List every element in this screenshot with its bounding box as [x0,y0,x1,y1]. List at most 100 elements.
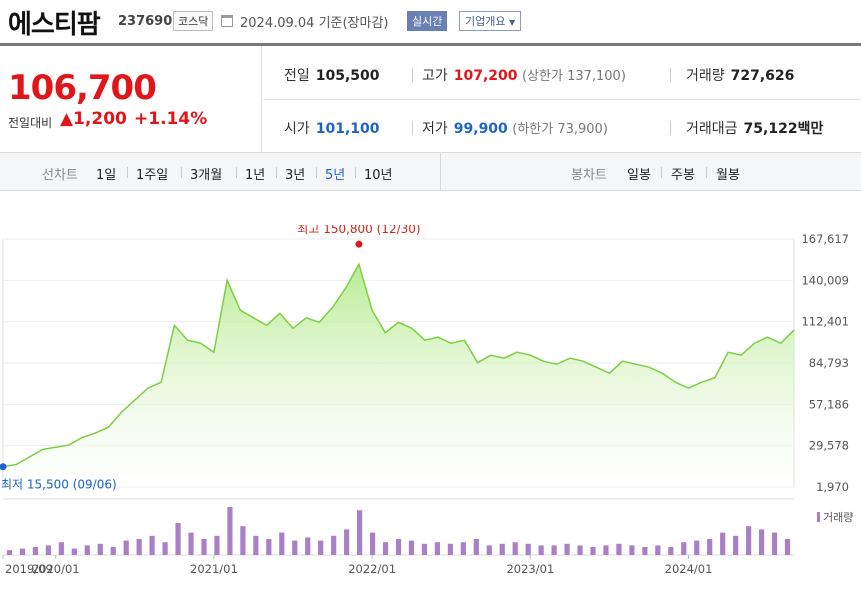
change-value: ▲1,200 [60,109,127,129]
candle-chart-label: 봉차트 [571,168,607,183]
prev-close-label: 전일 [284,68,310,84]
volume-bar [460,542,466,555]
volume-bar [331,535,337,555]
open-value: 101,100 [315,121,380,137]
volume-bar [227,507,233,555]
volume-bar [746,526,752,555]
volume-bar [162,542,168,555]
tab-weekly[interactable]: 주봉 [671,168,695,183]
volume-bar [784,539,791,555]
tab-daily[interactable]: 일봉 [627,168,651,183]
volume-bar [655,545,661,555]
prev-close-value: 105,500 [315,68,380,84]
annotations: 최고 150,800 (12/30) 최저 15,500 (09/06) [0,225,421,492]
y-axis: 167,617 140,009 112,401 84,793 57,186 29,578 1… [801,232,849,494]
volume-bar [771,532,778,555]
separator [670,121,671,135]
volume-bar [305,537,311,555]
volume-bar [45,545,51,555]
chart-period-tabs: 선차트 1일 1주일 3개월 1년 3년 5년 10년 봉차트 일봉 주봉 월봉 [0,153,861,191]
volume-bar [6,550,13,555]
volume-bar [512,542,518,555]
day-low: 저가 99,900 (하한가 73,900) [422,118,608,138]
upper-limit: (상한가 137,100) [521,69,626,84]
volume-bar [188,532,194,555]
y-tick-label: 1,970 [816,480,849,494]
volume-bar [279,532,285,555]
tabs-divider [440,153,441,191]
y-tick-label: 112,401 [801,315,849,329]
volume-bar [486,545,492,555]
tab-1year[interactable]: 1년 [245,168,266,183]
volume-bar [668,547,674,555]
separator [236,167,237,178]
company-info-label: 기업개요 [465,15,506,28]
separator [412,121,413,135]
high-label: 고가 [422,68,448,84]
tab-1day[interactable]: 1일 [96,168,117,183]
volume-bar [603,545,609,555]
calendar-icon [221,15,233,27]
tab-1week[interactable]: 1주일 [136,168,169,183]
volume-bar [369,532,376,555]
base-date: 2024.09.04 기준(장마감) [240,16,389,31]
current-price-panel: 106,700 전일대비 ▲1,200 +1.14% [0,46,262,153]
volume-bar [758,529,765,555]
trade-amount: 거래대금 75,122백만 [686,118,823,138]
tab-3year[interactable]: 3년 [285,168,306,183]
amount-value: 75,122 [743,121,798,137]
min-marker [0,463,7,471]
price-line [2,262,795,468]
volume-bar [71,548,77,555]
low-label: 저가 [422,121,448,137]
tab-3month[interactable]: 3개월 [190,168,223,183]
high-value: 107,200 [453,68,518,84]
tab-5year[interactable]: 5년 [325,168,346,183]
change-label: 전일대비 [8,116,53,130]
volume-bar [149,535,155,555]
y-tick-label: 84,793 [809,356,849,370]
separator [670,68,671,82]
volume-bar [577,545,583,555]
volume-bar [538,545,544,555]
stock-code: 237690 [118,14,173,29]
volume-bar [97,543,103,555]
separator [412,68,413,82]
separator [316,167,317,178]
market-badge: 코스닥 [173,11,214,31]
volume-bar [720,532,726,555]
volume-legend: 거래량 [823,511,853,524]
price-area [3,264,794,487]
volume-bar [110,547,116,555]
max-label: 최고 150,800 (12/30) [297,225,420,236]
volume-bar [421,543,428,555]
volume-bar [434,542,440,555]
volume-bar [616,543,622,555]
volume-bar [292,540,298,555]
header-divider [0,43,861,46]
open-label: 시가 [284,121,310,137]
volume-bar [681,542,687,555]
tab-monthly[interactable]: 월봉 [716,168,740,183]
volume-bar [253,535,259,555]
tab-10year[interactable]: 10년 [364,168,393,183]
line-chart-label: 선차트 [42,168,78,183]
low-value: 99,900 [453,121,508,137]
company-name: 에스티팜 [8,10,101,40]
separator [181,167,182,178]
volume-label: 거래량 [686,68,725,84]
amount-label: 거래대금 [686,121,738,137]
volume-bar [551,545,557,555]
volume-bar [473,539,479,555]
company-info-button[interactable]: 기업개요 ▼ [459,11,522,31]
realtime-button[interactable]: 실시간 [407,11,448,31]
volume-bar [395,539,402,555]
volume-bar [266,539,272,555]
x-tick-label: 2024/01 [665,562,713,576]
caret-down-icon: ▼ [508,18,516,27]
volume-bar [694,540,700,555]
price-summary: 106,700 전일대비 ▲1,200 +1.14% 전일 105,500 고가 1… [0,46,861,153]
volume-bar [240,526,246,555]
y-tick-label: 57,186 [809,397,849,411]
separator [127,167,128,178]
